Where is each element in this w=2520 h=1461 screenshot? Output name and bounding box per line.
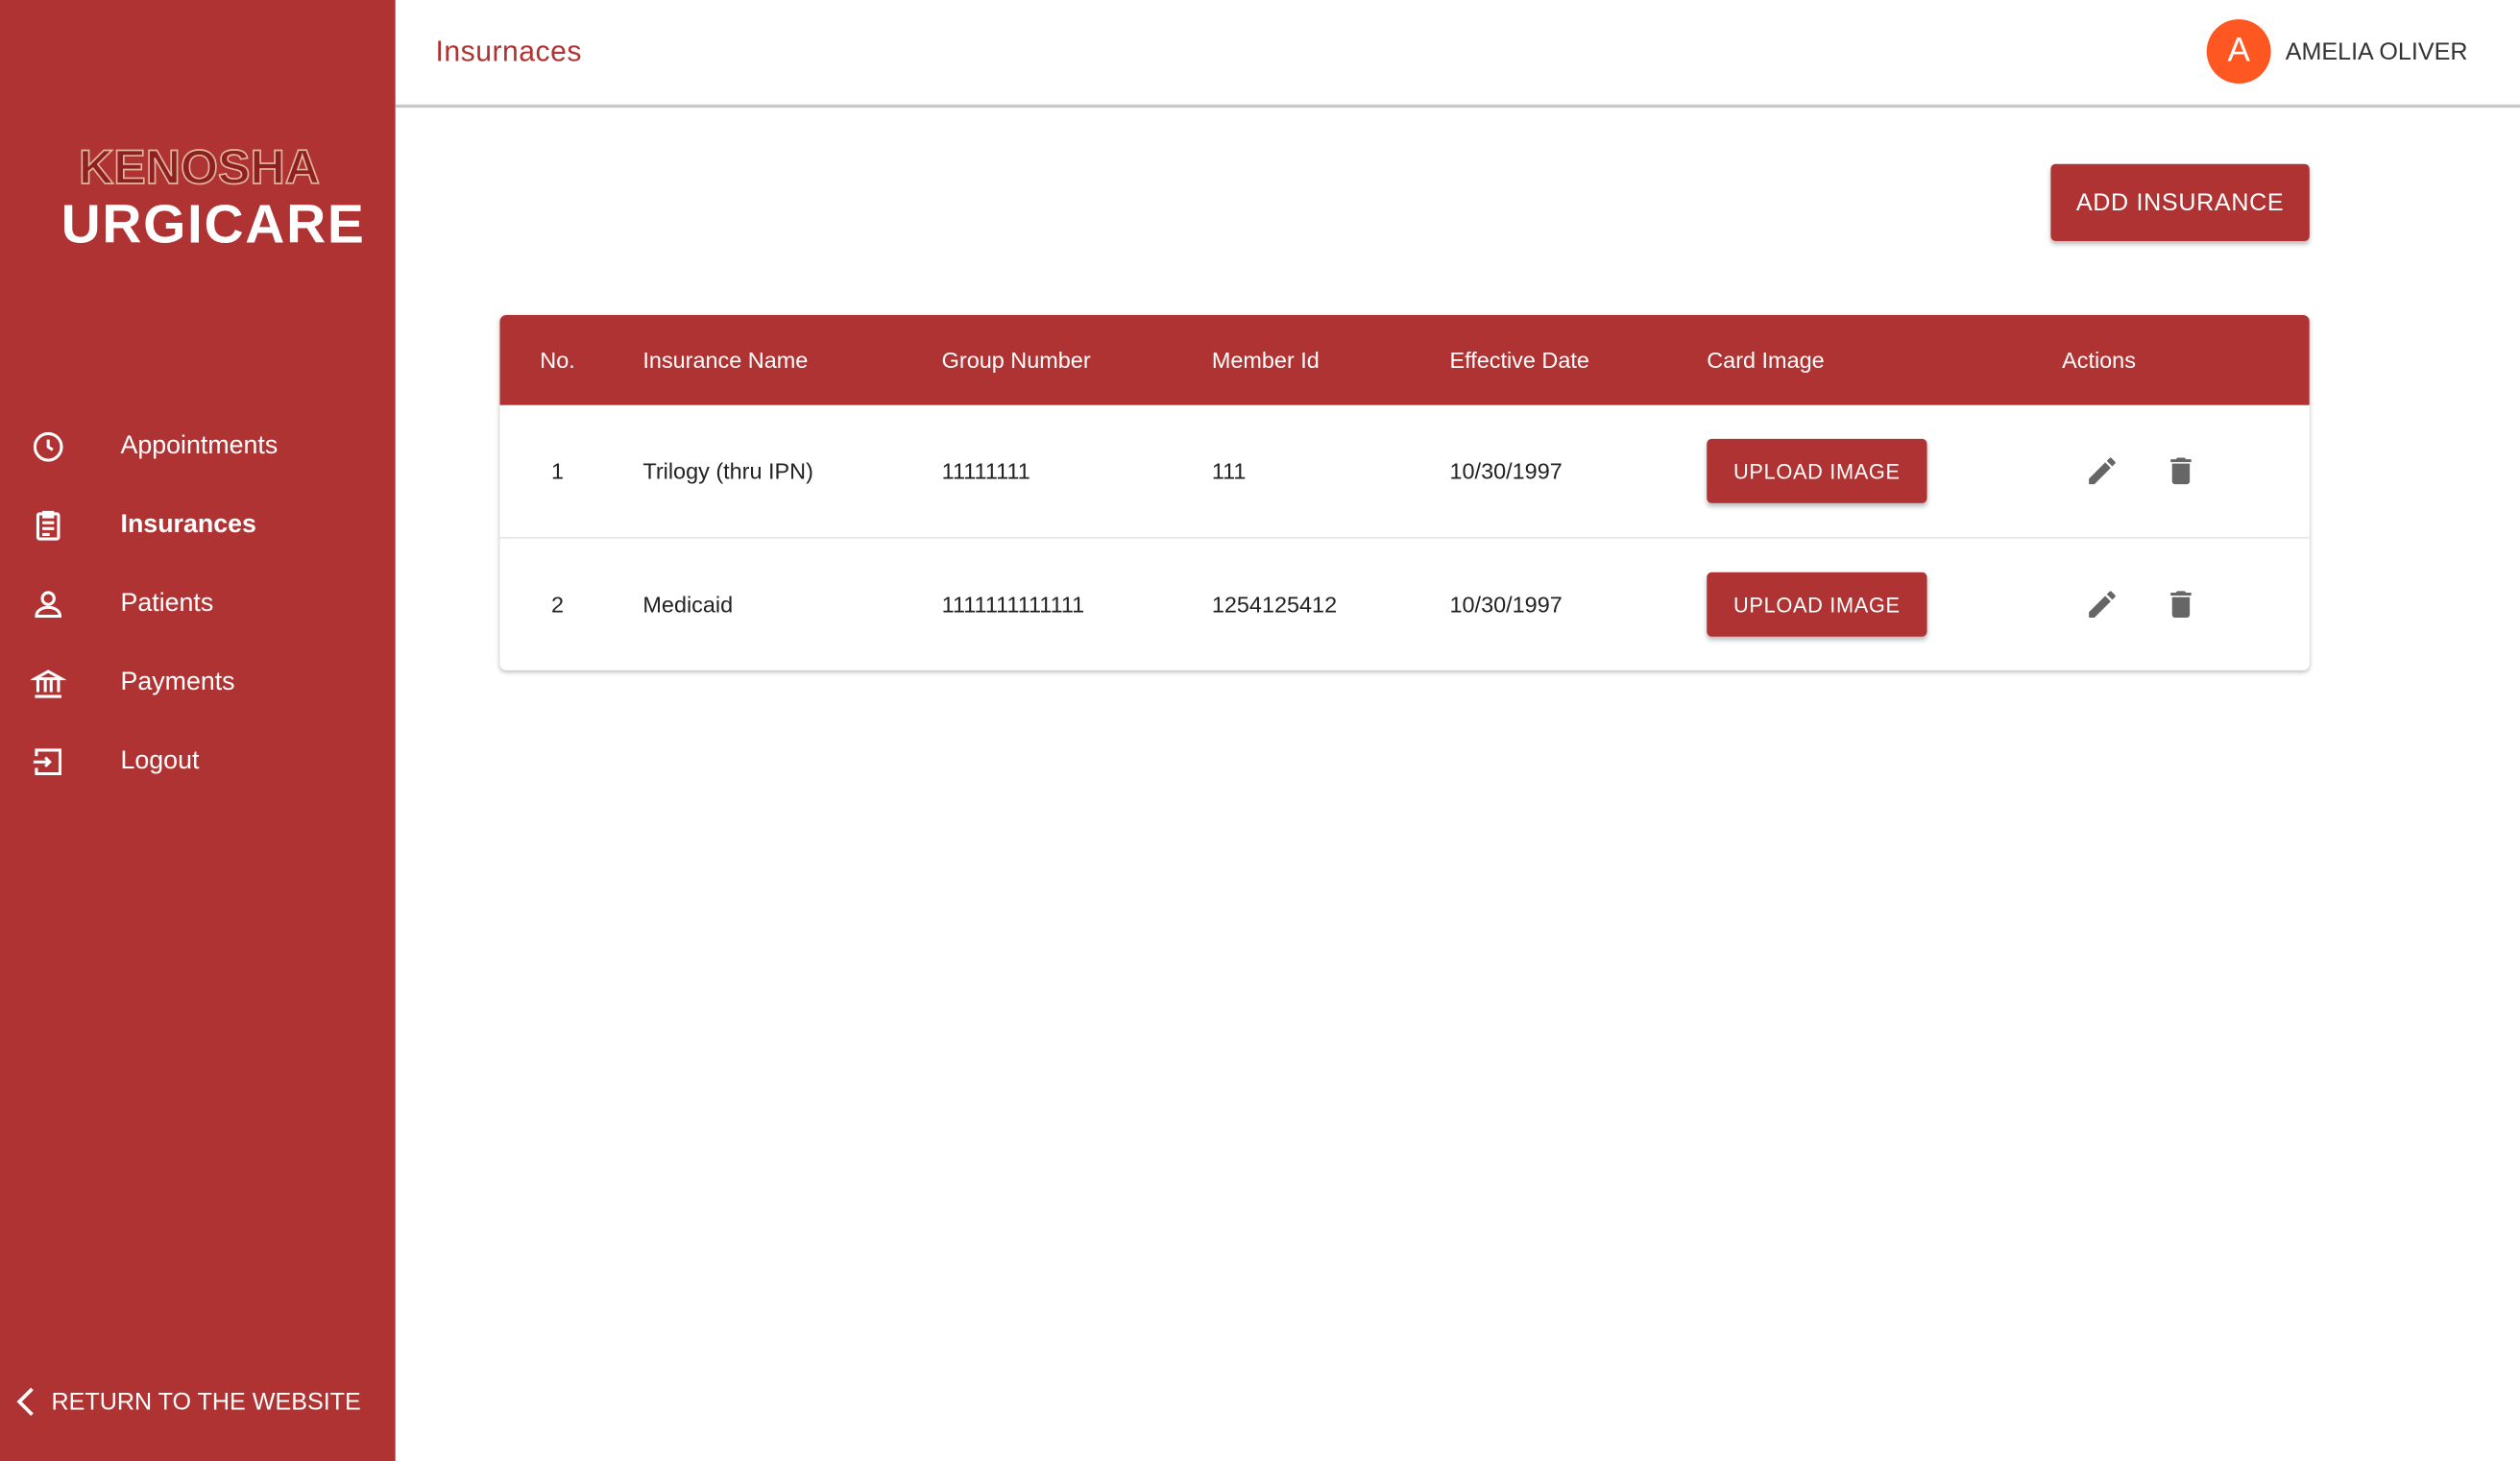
- page-title: Insurnaces: [435, 35, 582, 68]
- table-row: 2 Medicaid 1111111111111 1254125412 10/3…: [499, 539, 2309, 670]
- sidebar-item-label: Logout: [120, 747, 200, 775]
- col-insurance-name: Insurance Name: [642, 347, 809, 374]
- col-member-id: Member Id: [1211, 347, 1320, 374]
- insurance-table: No. Insurance Name Group Number Member I…: [499, 315, 2310, 670]
- cell-name: Trilogy (thru IPN): [642, 457, 813, 484]
- upload-image-button[interactable]: UPLOAD IMAGE: [1707, 572, 1927, 637]
- cell-member: 1254125412: [1211, 591, 1338, 618]
- col-card-image: Card Image: [1707, 347, 1825, 374]
- table-header: No. Insurance Name Group Number Member I…: [499, 315, 2310, 405]
- col-group-number: Group Number: [941, 347, 1091, 374]
- return-to-website-link[interactable]: RETURN TO THE WEBSITE: [12, 1386, 361, 1418]
- return-label: RETURN TO THE WEBSITE: [51, 1388, 361, 1416]
- cell-group: 11111111: [941, 457, 1030, 484]
- clipboard-icon: [36, 510, 61, 541]
- col-no: No.: [540, 347, 575, 374]
- sidebar-item-label: Patients: [120, 590, 214, 618]
- sidebar-item-label: Appointments: [120, 432, 279, 460]
- sidebar-item-appointments[interactable]: Appointments: [0, 415, 396, 479]
- sidebar-item-label: Insurances: [120, 511, 256, 539]
- edit-icon[interactable]: [2085, 453, 2120, 489]
- logo[interactable]: KENOSHA URGICARE: [61, 140, 366, 263]
- cell-no: 2: [551, 591, 565, 618]
- clock-icon: [33, 431, 63, 462]
- sidebar-item-logout[interactable]: Logout: [0, 730, 396, 794]
- add-insurance-button[interactable]: ADD INSURANCE: [2050, 163, 2310, 242]
- cell-name: Medicaid: [642, 591, 734, 618]
- cell-date: 10/30/1997: [1449, 457, 1563, 484]
- chevron-left-icon: [16, 1387, 34, 1416]
- delete-icon[interactable]: [2164, 453, 2199, 489]
- delete-icon[interactable]: [2164, 587, 2199, 622]
- sidebar-item-label: Payments: [120, 669, 235, 696]
- logo-line1: KENOSHA: [78, 140, 321, 195]
- table-row: 1 Trilogy (thru IPN) 11111111 111 10/30/…: [499, 405, 2310, 539]
- col-effective-date: Effective Date: [1449, 347, 1589, 374]
- cell-no: 1: [551, 457, 565, 484]
- sidebar-item-payments[interactable]: Payments: [0, 651, 396, 716]
- edit-icon[interactable]: [2085, 587, 2120, 622]
- cell-date: 10/30/1997: [1449, 591, 1563, 618]
- bank-icon: [30, 670, 66, 698]
- sidebar: KENOSHA URGICARE Appointments Insurances…: [0, 0, 396, 1461]
- sidebar-item-patients[interactable]: Patients: [0, 572, 396, 637]
- cell-group: 1111111111111: [941, 591, 1085, 618]
- user-name[interactable]: AMELIA OLIVER: [2285, 38, 2468, 66]
- col-actions: Actions: [2062, 347, 2136, 374]
- header: Insurnaces A AMELIA OLIVER: [395, 0, 2520, 109]
- upload-image-button[interactable]: UPLOAD IMAGE: [1707, 438, 1927, 503]
- cell-member: 111: [1211, 457, 1247, 484]
- avatar[interactable]: A: [2206, 19, 2271, 85]
- person-icon: [35, 591, 62, 619]
- logout-icon: [33, 748, 62, 776]
- sidebar-item-insurances[interactable]: Insurances: [0, 494, 396, 558]
- logo-line2: URGICARE: [61, 194, 366, 256]
